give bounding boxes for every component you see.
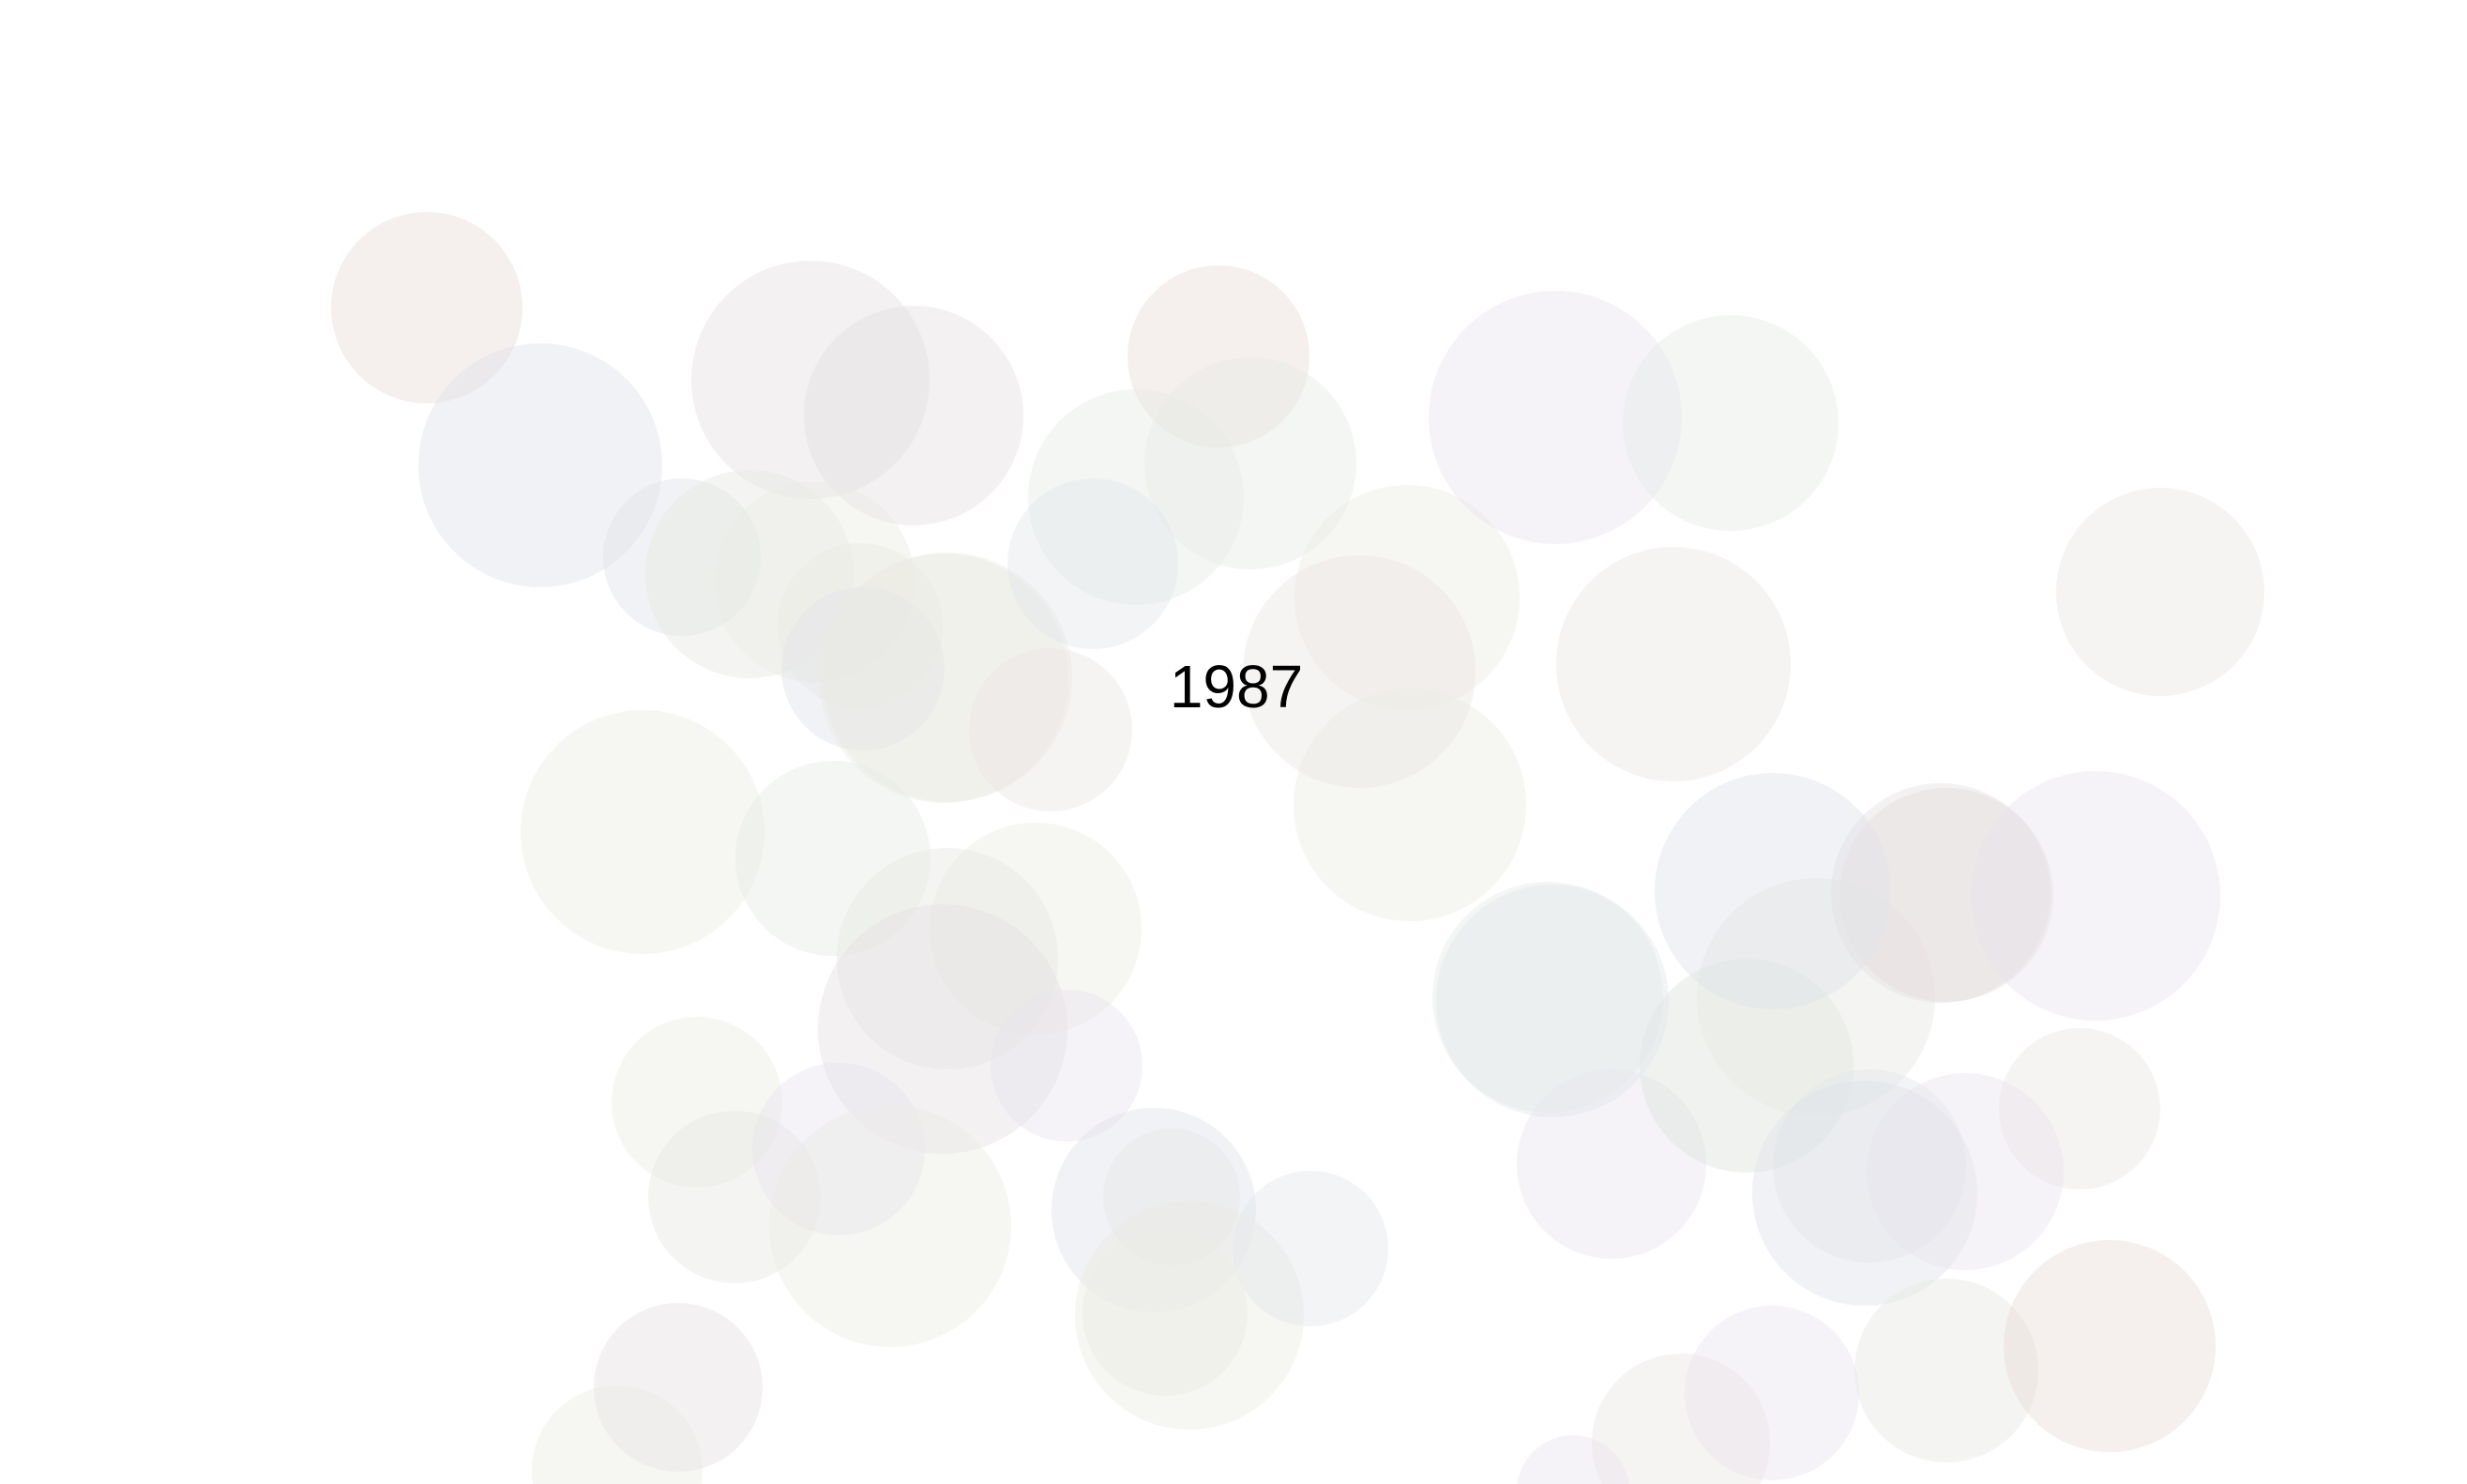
bubble — [648, 1111, 821, 1283]
bubble — [1103, 1128, 1240, 1265]
bubble — [594, 1303, 763, 1472]
bubble — [1429, 291, 1682, 544]
bubble — [769, 1105, 1011, 1347]
bubble — [1773, 1069, 1966, 1263]
bubble — [1971, 771, 2220, 1021]
bubble — [1752, 1081, 1977, 1306]
bubble — [1839, 788, 2053, 1002]
bubble — [735, 761, 931, 956]
bubble — [1867, 1073, 2064, 1270]
bubble — [1831, 783, 2051, 1003]
bubble — [930, 823, 1142, 1035]
bubble — [331, 212, 522, 403]
bubble — [1640, 959, 1854, 1173]
bubble — [1436, 885, 1669, 1117]
bubble — [1432, 882, 1663, 1113]
bubble — [1028, 389, 1244, 605]
bubble — [752, 1063, 925, 1235]
bubble — [1517, 1069, 1706, 1259]
bubble — [819, 553, 1068, 803]
bubble — [1685, 1306, 1859, 1480]
bubble — [804, 306, 1023, 525]
bubble — [1517, 1435, 1629, 1484]
bubble — [2004, 1240, 2216, 1452]
bubble — [1233, 1171, 1388, 1326]
bubble — [1082, 1231, 1248, 1396]
bubble — [1999, 1028, 2160, 1189]
bubble — [837, 848, 1058, 1069]
bubble — [418, 343, 662, 587]
bubble — [691, 261, 930, 499]
bubble — [603, 478, 761, 636]
bubble — [1697, 878, 1935, 1116]
bubble — [1556, 547, 1791, 781]
bubble — [818, 904, 1067, 1154]
bubble — [778, 543, 943, 708]
bubble — [1854, 1279, 2038, 1462]
bubble — [1655, 773, 1891, 1009]
bubble — [823, 553, 1072, 802]
bubble — [969, 648, 1132, 811]
bubble — [1592, 1354, 1770, 1484]
year-label: 1987 — [1169, 653, 1304, 720]
bubble — [1294, 485, 1520, 710]
bubble — [1243, 555, 1476, 788]
bubble — [1075, 1201, 1304, 1430]
bubble — [612, 1017, 782, 1188]
bubble — [1294, 689, 1526, 921]
bubble — [1052, 1108, 1256, 1312]
bubble — [991, 990, 1143, 1142]
bubble — [781, 587, 945, 750]
bubble — [1128, 265, 1309, 447]
bubble — [532, 1386, 703, 1484]
bubble — [2056, 488, 2264, 696]
bubble — [645, 470, 854, 678]
bubble — [1007, 478, 1178, 649]
bubble — [1623, 315, 1839, 531]
bubble — [714, 481, 915, 682]
bubble — [521, 710, 764, 954]
bubble — [1144, 357, 1356, 569]
